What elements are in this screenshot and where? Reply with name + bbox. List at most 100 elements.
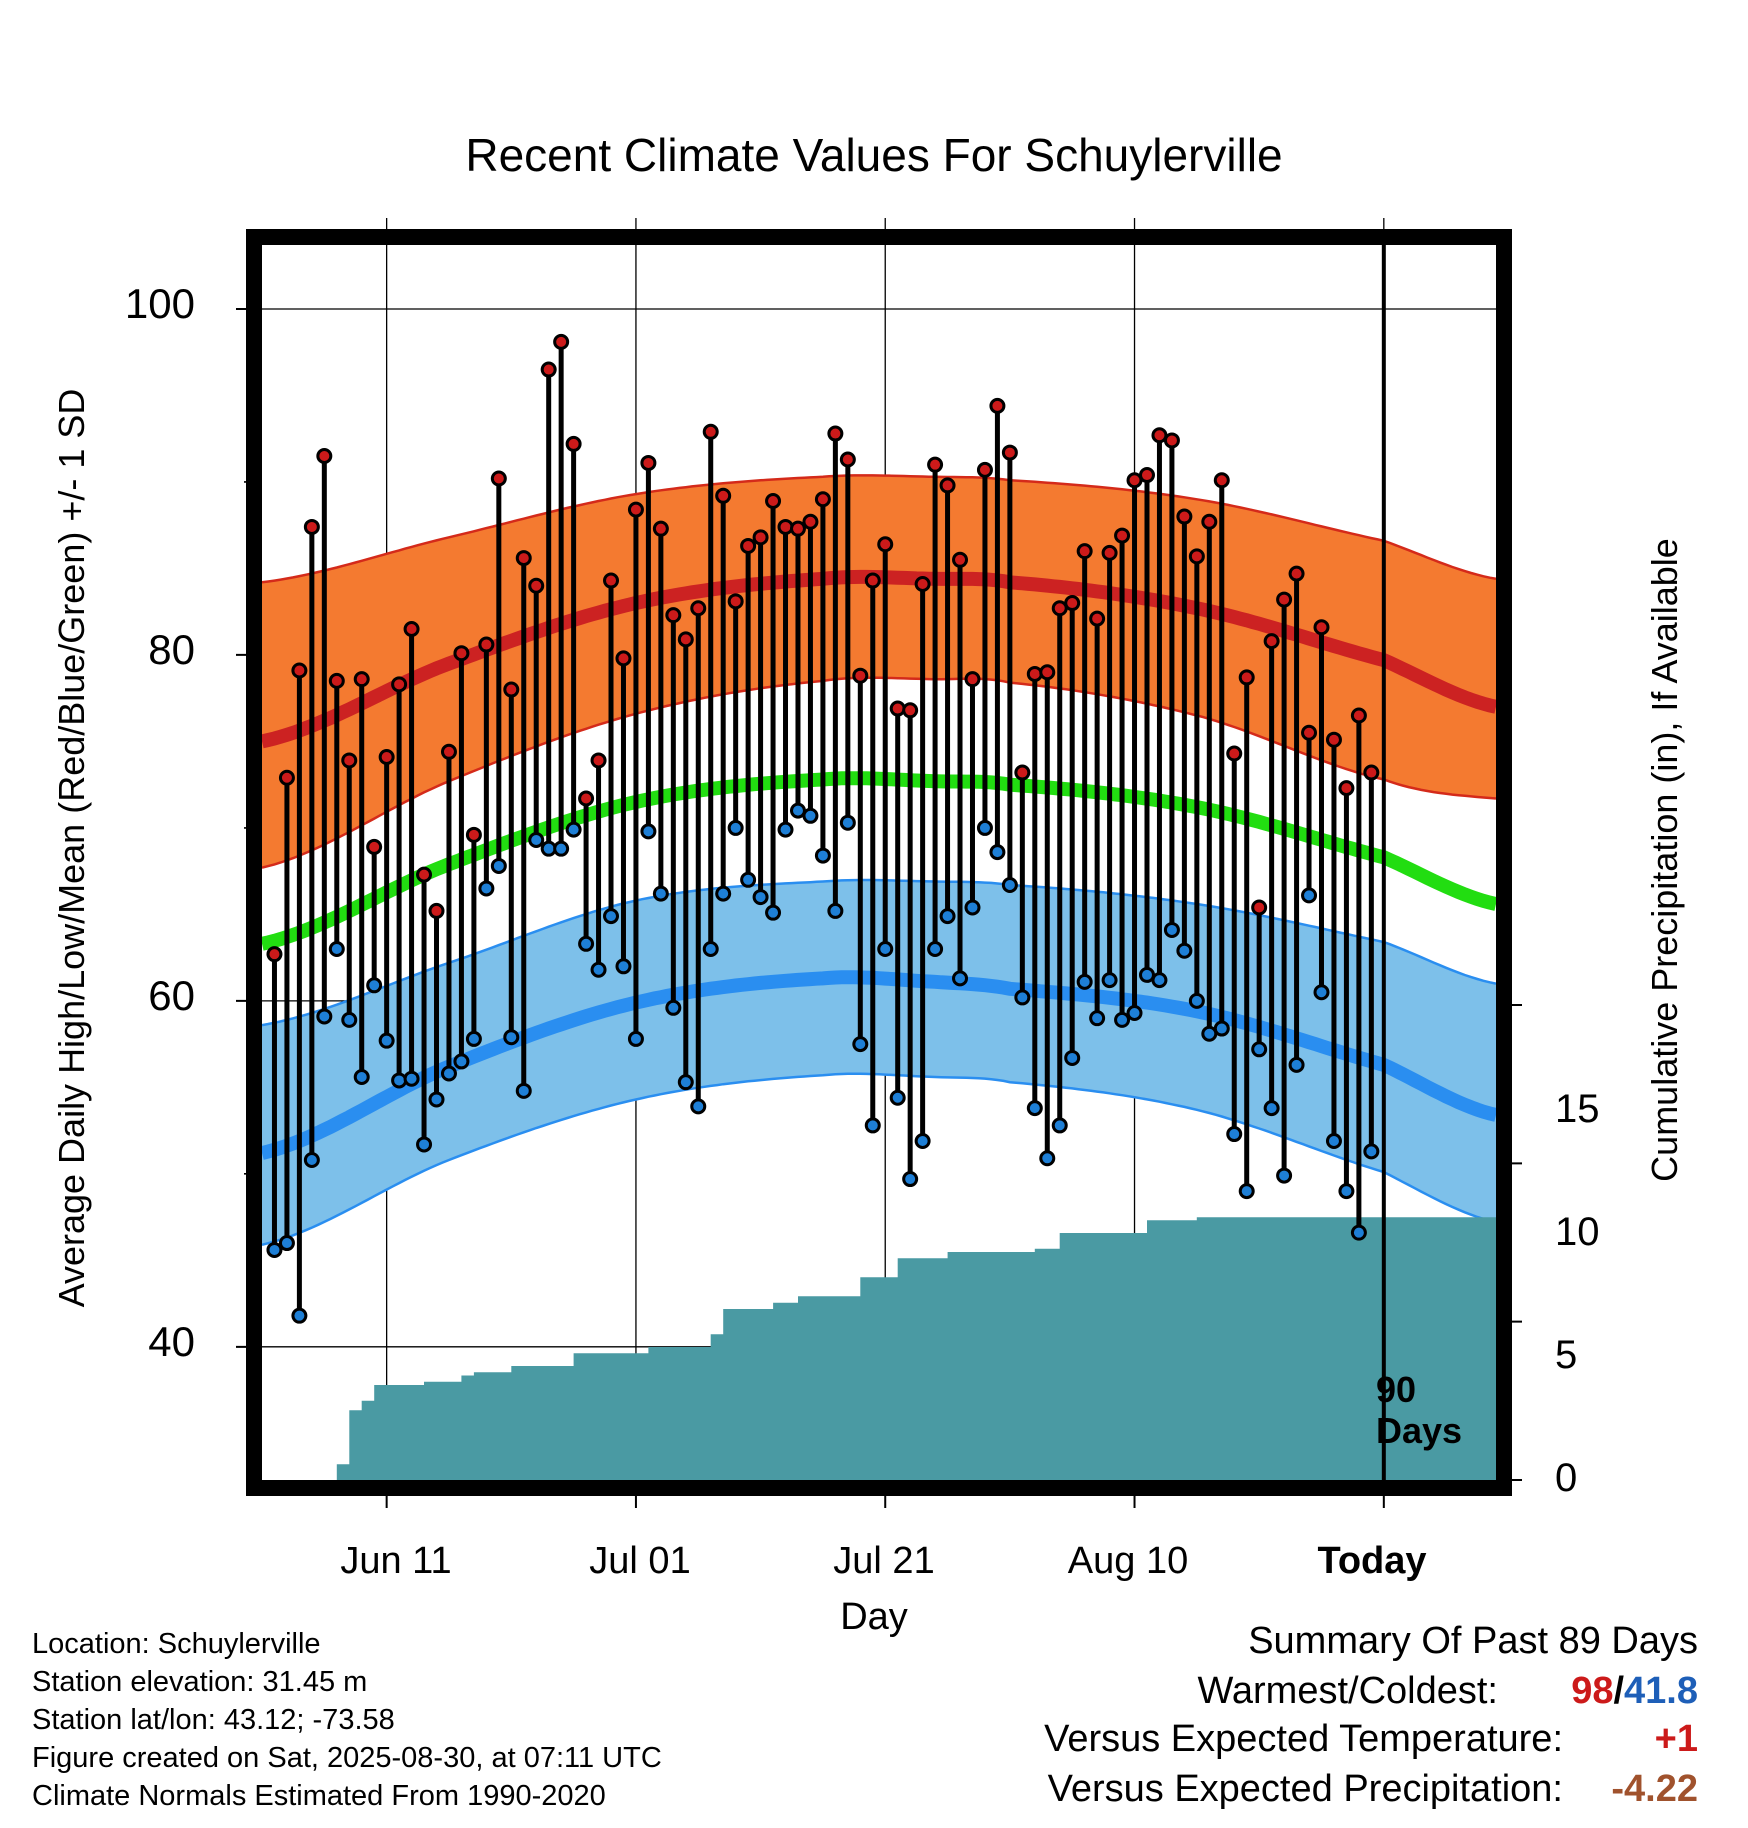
daily-low-point — [1263, 1100, 1280, 1117]
daily-low-point — [503, 1029, 520, 1046]
daily-low-point — [1126, 1004, 1143, 1021]
daily-low-point — [740, 871, 757, 888]
daily-low-point — [1338, 1183, 1355, 1200]
daily-high-point — [1089, 610, 1106, 627]
daily-low-point — [1325, 1132, 1342, 1149]
daily-high-point — [1325, 731, 1342, 748]
daily-low-point — [465, 1030, 482, 1047]
daily-low-point — [839, 814, 856, 831]
daily-high-point — [490, 470, 507, 487]
daily-high-point — [590, 752, 607, 769]
y-tick-label: 60 — [148, 972, 195, 1019]
daily-low-point — [802, 807, 819, 824]
daily-low-point — [715, 885, 732, 902]
daily-high-point — [727, 593, 744, 610]
daily-observations — [266, 333, 1380, 1324]
daily-high-point — [528, 577, 545, 594]
daily-low-point — [578, 935, 595, 952]
daily-high-point — [403, 620, 420, 637]
daily-high-point — [1288, 565, 1305, 582]
daily-high-point — [802, 513, 819, 530]
low-sd-band — [262, 880, 1496, 1245]
daily-high-point — [864, 572, 881, 589]
daily-high-point — [1350, 707, 1367, 724]
daily-low-point — [1151, 972, 1168, 989]
daily-high-point — [1001, 444, 1018, 461]
daily-high-point — [465, 826, 482, 843]
daily-high-point — [1201, 513, 1218, 530]
daily-high-point — [453, 645, 470, 662]
daily-high-point — [366, 838, 383, 855]
daily-low-point — [902, 1171, 919, 1188]
today-marker-label: 90 Days — [1376, 1369, 1486, 1451]
daily-low-point — [590, 961, 607, 978]
x-axis-title: Day — [840, 1596, 908, 1638]
daily-low-point — [1301, 887, 1318, 904]
daily-low-point — [328, 940, 345, 957]
daily-high-point — [1238, 669, 1255, 686]
daily-high-point — [690, 600, 707, 617]
daily-low-point — [291, 1307, 308, 1324]
daily-low-point — [303, 1152, 320, 1169]
daily-low-point — [914, 1132, 931, 1149]
daily-low-point — [1226, 1126, 1243, 1143]
daily-high-point — [989, 397, 1006, 414]
daily-high-point — [752, 529, 769, 546]
precip-tick-label: 0 — [1555, 1456, 1578, 1500]
daily-low-point — [428, 1091, 445, 1108]
daily-high-point — [1263, 633, 1280, 650]
daily-low-point — [877, 940, 894, 957]
daily-high-point — [291, 662, 308, 679]
high-sd-lower-edge — [262, 676, 1496, 869]
daily-high-point — [278, 769, 295, 786]
daily-low-point — [989, 844, 1006, 861]
daily-low-point — [1101, 972, 1118, 989]
daily-high-point — [378, 748, 395, 765]
daily-low-point — [1363, 1143, 1380, 1160]
daily-high-point — [1076, 543, 1093, 560]
daily-low-point — [652, 885, 669, 902]
daily-high-point — [976, 461, 993, 478]
figure-created: Figure created on Sat, 2025-08-30, at 07… — [32, 1742, 662, 1774]
daily-low-point — [416, 1136, 433, 1153]
x-tick-label: Jun 11 — [340, 1540, 452, 1582]
station-elevation: Station elevation: 31.45 m — [32, 1666, 368, 1698]
daily-low-point — [1064, 1049, 1081, 1066]
daily-low-point — [341, 1011, 358, 1028]
daily-low-point — [889, 1089, 906, 1106]
daily-high-point — [665, 607, 682, 624]
y-tick-label: 40 — [148, 1318, 195, 1365]
daily-low-point — [1014, 989, 1031, 1006]
daily-low-point — [440, 1065, 457, 1082]
daily-low-point — [927, 940, 944, 957]
daily-high-point — [1163, 432, 1180, 449]
daily-low-point — [1026, 1100, 1043, 1117]
daily-high-point — [1039, 664, 1056, 681]
daily-high-point — [1301, 724, 1318, 741]
daily-high-point — [1026, 665, 1043, 682]
daily-low-point — [690, 1098, 707, 1115]
precipitation-area — [274, 1217, 1496, 1480]
daily-high-point — [927, 456, 944, 473]
chart-title: Recent Climate Values For Schuylerville — [465, 129, 1283, 181]
precip-tick-label: 5 — [1555, 1333, 1578, 1377]
daily-high-point — [615, 650, 632, 667]
low-sd-lower-edge — [262, 1072, 1496, 1247]
summary-precip-label: Versus Expected Precipitation: — [1047, 1768, 1563, 1810]
high-sd-band — [262, 475, 1496, 868]
daily-low-point — [1188, 992, 1205, 1009]
daily-high-point — [316, 448, 333, 465]
daily-high-point — [702, 423, 719, 440]
daily-low-point — [1039, 1150, 1056, 1167]
daily-low-point — [677, 1074, 694, 1091]
summary-warm-cold-label: Warmest/Coldest: — [1197, 1670, 1498, 1712]
plot-frame — [246, 229, 1512, 1496]
daily-high-point — [1014, 764, 1031, 781]
summary-precip-value: -4.22 — [1611, 1768, 1698, 1810]
daily-low-point — [976, 819, 993, 836]
summary-warm-cold-value: 98/41.8 — [1571, 1670, 1698, 1713]
daily-high-point — [328, 672, 345, 689]
daily-high-point — [428, 902, 445, 919]
daily-high-point — [1363, 764, 1380, 781]
daily-low-point — [1076, 973, 1093, 990]
